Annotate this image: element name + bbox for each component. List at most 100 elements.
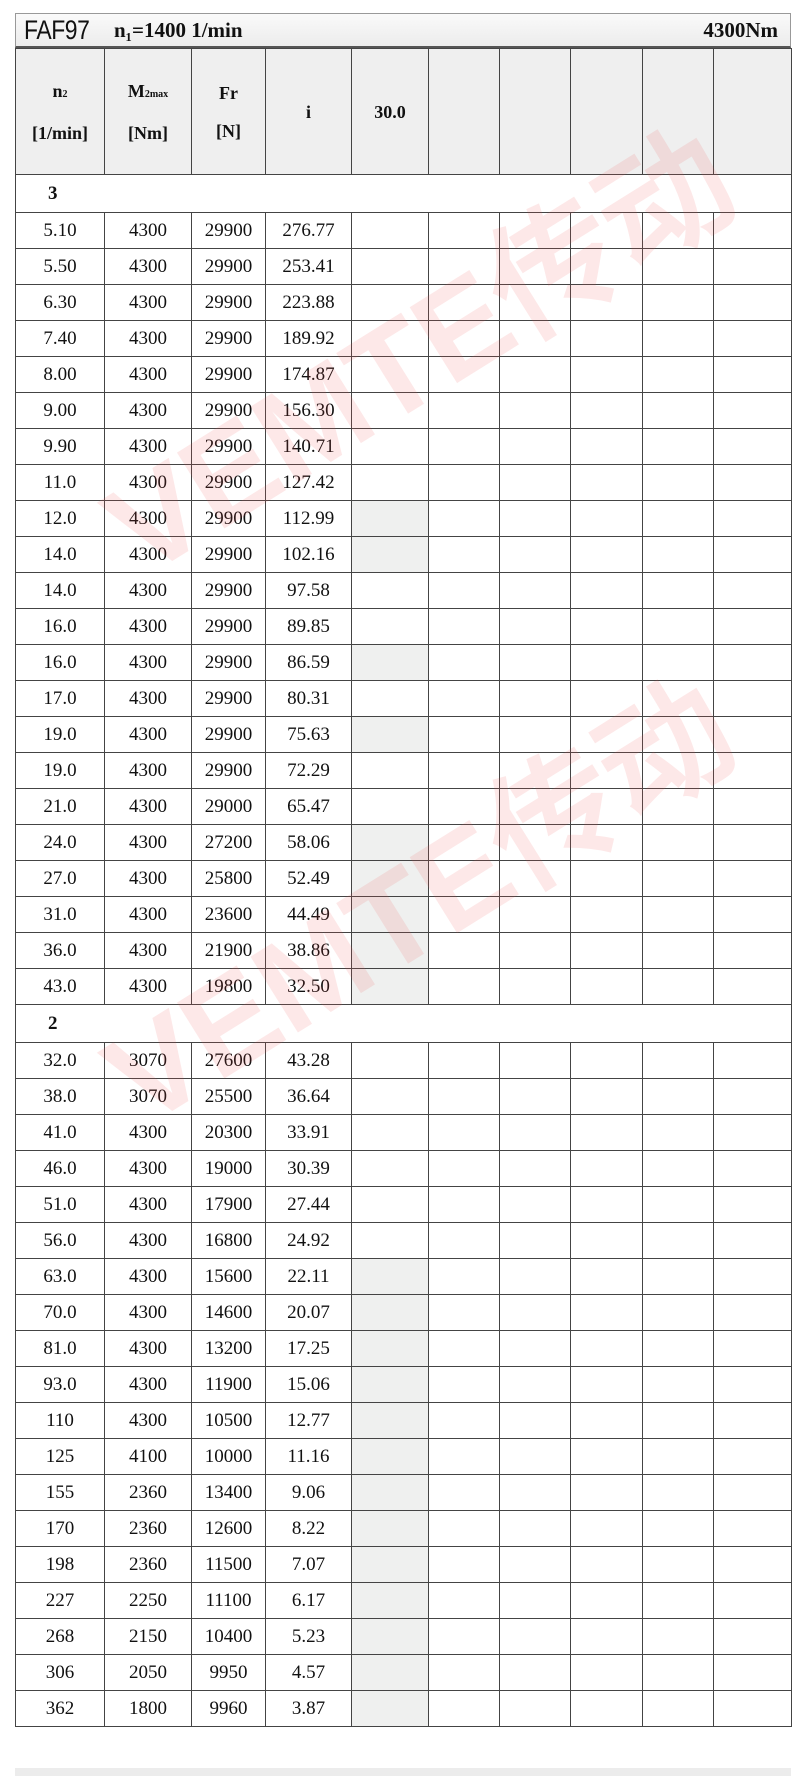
cell-m2max: 4300	[104, 860, 192, 897]
cell-fr: 13200	[191, 1330, 266, 1367]
cell-m2max: 4300	[104, 644, 192, 681]
cell-empty	[570, 824, 643, 861]
cell-ratio: 9.06	[265, 1474, 352, 1511]
table-row: 31.0 4300 23600 44.49	[15, 896, 792, 933]
cell-empty	[642, 716, 714, 753]
cell-m2max: 4300	[104, 284, 192, 321]
cell-empty	[642, 536, 714, 573]
cell-empty	[570, 536, 643, 573]
cell-empty	[428, 896, 500, 933]
cell-30-0	[351, 212, 429, 249]
cell-m2max: 4300	[104, 428, 192, 465]
table-row: 9.00 4300 29900 156.30	[15, 392, 792, 429]
cell-empty	[642, 1186, 714, 1223]
cell-m2max: 4300	[104, 896, 192, 933]
title-bar: FAF97 n₁=1400 1/min 4300Nm	[15, 13, 791, 48]
cell-30-0	[351, 428, 429, 465]
table-row: 41.0 4300 20300 33.91	[15, 1114, 792, 1151]
cell-ratio: 36.64	[265, 1078, 352, 1115]
cell-empty	[713, 1078, 792, 1115]
cell-n2: 41.0	[15, 1114, 105, 1151]
cell-empty	[642, 752, 714, 789]
cell-empty	[499, 644, 571, 681]
cell-m2max: 4300	[104, 752, 192, 789]
cell-empty	[428, 680, 500, 717]
table-row: 5.50 4300 29900 253.41	[15, 248, 792, 285]
cell-30-0	[351, 284, 429, 321]
cell-empty	[642, 1546, 714, 1583]
table-row: 81.0 4300 13200 17.25	[15, 1330, 792, 1367]
cell-fr: 29900	[191, 428, 266, 465]
cell-ratio: 89.85	[265, 608, 352, 645]
cell-empty	[642, 1366, 714, 1403]
cell-empty	[499, 1042, 571, 1079]
cell-empty	[713, 680, 792, 717]
cell-empty	[428, 1114, 500, 1151]
input-speed: n₁=1400 1/min	[114, 18, 243, 42]
cell-fr: 9950	[191, 1654, 266, 1691]
cell-fr: 10400	[191, 1618, 266, 1655]
cell-empty	[428, 1222, 500, 1259]
cell-fr: 9960	[191, 1690, 266, 1727]
cell-fr: 27200	[191, 824, 266, 861]
cell-m2max: 4300	[104, 1366, 192, 1403]
stage-group-row: 2	[15, 1004, 792, 1043]
stage-group-row: 3	[15, 174, 792, 213]
cell-ratio: 253.41	[265, 248, 352, 285]
cell-fr: 29900	[191, 212, 266, 249]
cell-fr: 29900	[191, 356, 266, 393]
cell-empty	[713, 1042, 792, 1079]
cell-fr: 15600	[191, 1258, 266, 1295]
cell-m2max: 4300	[104, 1114, 192, 1151]
table-row: 16.0 4300 29900 89.85	[15, 608, 792, 645]
cell-empty	[499, 1546, 571, 1583]
cell-n2: 51.0	[15, 1186, 105, 1223]
cell-empty	[642, 932, 714, 969]
cell-empty	[642, 248, 714, 285]
cell-empty	[713, 1114, 792, 1151]
cell-empty	[428, 824, 500, 861]
cell-empty	[428, 1150, 500, 1187]
header-row: n2 [1/min] M2max [Nm] Fr [N] i 30.0	[15, 48, 792, 175]
cell-n2: 227	[15, 1582, 105, 1619]
cell-empty	[499, 248, 571, 285]
cell-30-0	[351, 1042, 429, 1079]
cell-empty	[499, 392, 571, 429]
table-row: 38.0 3070 25500 36.64	[15, 1078, 792, 1115]
cell-empty	[642, 284, 714, 321]
cell-empty	[428, 392, 500, 429]
cell-30-0	[351, 320, 429, 357]
cell-empty	[713, 788, 792, 825]
cell-empty	[642, 680, 714, 717]
cell-empty	[713, 1618, 792, 1655]
cell-empty	[499, 1078, 571, 1115]
cell-30-0	[351, 968, 429, 1005]
cell-m2max: 4300	[104, 1294, 192, 1331]
cell-empty	[499, 356, 571, 393]
cell-empty	[642, 1402, 714, 1439]
cell-empty	[570, 680, 643, 717]
cell-empty	[428, 1618, 500, 1655]
table-row: 14.0 4300 29900 97.58	[15, 572, 792, 609]
cell-m2max: 4300	[104, 500, 192, 537]
cell-ratio: 11.16	[265, 1438, 352, 1475]
cell-empty	[499, 1618, 571, 1655]
cell-n2: 11.0	[15, 464, 105, 501]
rated-torque: 4300Nm	[703, 18, 778, 42]
cell-n2: 9.90	[15, 428, 105, 465]
cell-n2: 46.0	[15, 1150, 105, 1187]
cell-empty	[428, 716, 500, 753]
cell-empty	[499, 1402, 571, 1439]
cell-empty	[428, 788, 500, 825]
cell-fr: 29900	[191, 320, 266, 357]
cell-empty	[713, 428, 792, 465]
table-row: 56.0 4300 16800 24.92	[15, 1222, 792, 1259]
cell-empty	[713, 716, 792, 753]
cell-m2max: 2360	[104, 1474, 192, 1511]
cell-fr: 11500	[191, 1546, 266, 1583]
cell-empty	[570, 1654, 643, 1691]
cell-empty	[713, 968, 792, 1005]
cell-empty	[499, 1294, 571, 1331]
stage-count: 3	[15, 174, 792, 213]
cell-ratio: 65.47	[265, 788, 352, 825]
